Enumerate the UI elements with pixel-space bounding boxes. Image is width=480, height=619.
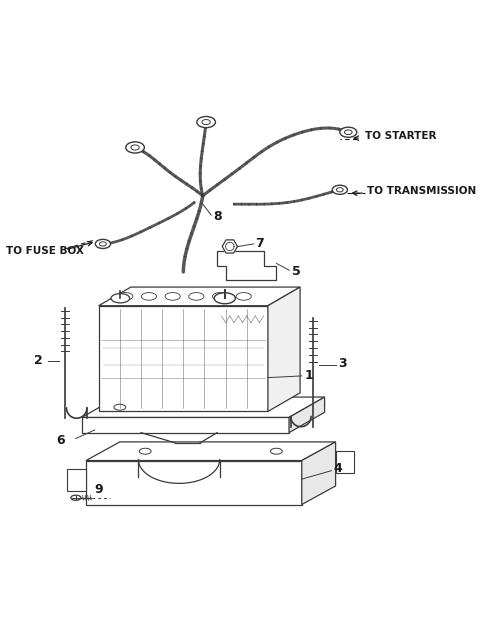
Text: 5: 5 — [292, 264, 300, 277]
Ellipse shape — [141, 293, 156, 300]
Polygon shape — [67, 469, 86, 491]
Ellipse shape — [96, 240, 110, 248]
Text: 1: 1 — [304, 368, 313, 381]
Polygon shape — [217, 251, 276, 280]
Ellipse shape — [165, 293, 180, 300]
Text: 2: 2 — [34, 354, 42, 367]
Ellipse shape — [139, 448, 151, 454]
Ellipse shape — [202, 119, 210, 124]
Polygon shape — [268, 287, 300, 412]
Text: 8: 8 — [213, 210, 222, 223]
Polygon shape — [82, 397, 324, 417]
Ellipse shape — [332, 185, 348, 194]
Polygon shape — [99, 306, 268, 412]
Text: TO FUSE BOX: TO FUSE BOX — [6, 246, 84, 256]
Polygon shape — [302, 442, 336, 504]
Text: TO TRANSMISSION: TO TRANSMISSION — [367, 186, 476, 196]
Text: 3: 3 — [338, 357, 347, 370]
Ellipse shape — [213, 293, 228, 300]
Polygon shape — [82, 417, 289, 433]
Polygon shape — [336, 451, 354, 473]
Text: 9: 9 — [95, 483, 103, 496]
Ellipse shape — [71, 495, 81, 500]
Ellipse shape — [111, 293, 130, 303]
Polygon shape — [289, 397, 324, 433]
Text: 7: 7 — [255, 236, 264, 249]
Polygon shape — [99, 287, 300, 306]
Ellipse shape — [118, 293, 133, 300]
Ellipse shape — [114, 404, 126, 410]
Ellipse shape — [126, 142, 144, 153]
Ellipse shape — [189, 293, 204, 300]
Ellipse shape — [270, 448, 282, 454]
Polygon shape — [222, 240, 238, 253]
Text: 6: 6 — [56, 434, 65, 447]
Ellipse shape — [340, 127, 357, 137]
Polygon shape — [86, 461, 302, 504]
Polygon shape — [86, 442, 336, 461]
Ellipse shape — [99, 242, 107, 246]
Text: TO STARTER: TO STARTER — [365, 131, 437, 142]
Ellipse shape — [336, 188, 343, 192]
Ellipse shape — [214, 293, 235, 304]
Ellipse shape — [236, 293, 252, 300]
Ellipse shape — [197, 116, 216, 128]
Ellipse shape — [345, 130, 352, 134]
Text: 4: 4 — [334, 462, 343, 475]
Ellipse shape — [131, 145, 139, 150]
